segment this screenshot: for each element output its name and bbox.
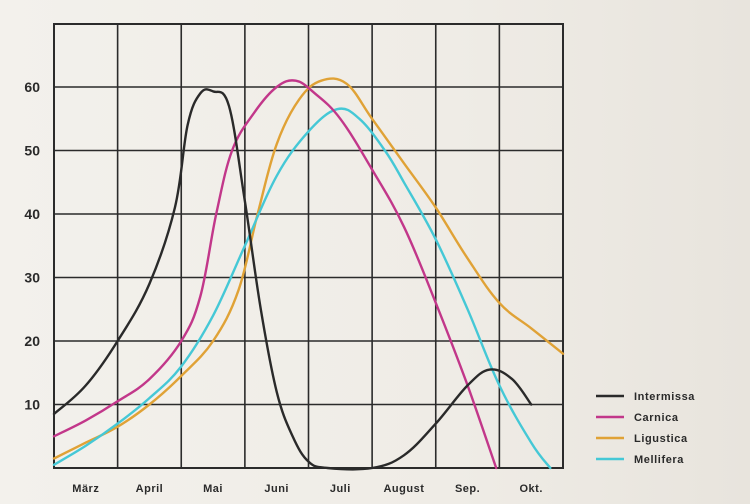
legend-label-ligustica: Ligustica xyxy=(634,433,688,445)
legend-label-intermissa: Intermissa xyxy=(634,391,695,403)
x-month-label: Juli xyxy=(330,483,351,495)
legend: Intermissa Carnica Ligustica Mellifera xyxy=(596,391,695,466)
x-month-label: Okt. xyxy=(519,483,542,495)
y-tick-label: 60 xyxy=(24,79,40,95)
y-tick-label: 30 xyxy=(24,270,40,286)
x-month-label: Juni xyxy=(264,483,289,495)
legend-label-mellifera: Mellifera xyxy=(634,454,684,466)
y-tick-label: 40 xyxy=(24,206,40,222)
y-tick-label: 20 xyxy=(24,333,40,349)
x-month-label: März xyxy=(72,483,99,495)
x-month-label: April xyxy=(136,483,164,495)
series-line-mellifera xyxy=(52,107,552,470)
y-tick-label: 50 xyxy=(24,143,40,159)
series-line-carnica xyxy=(52,79,498,470)
series-line-intermissa xyxy=(52,88,533,471)
grid xyxy=(53,23,564,469)
y-tick-label: 10 xyxy=(24,397,40,413)
legend-label-carnica: Carnica xyxy=(634,412,679,424)
y-axis-ticks: 10 20 30 40 50 60 xyxy=(24,79,40,413)
x-month-label: Sep. xyxy=(455,483,480,495)
series-line-ligustica xyxy=(52,77,565,460)
x-month-label: August xyxy=(383,483,424,495)
series-lines xyxy=(52,77,565,471)
x-month-label: Mai xyxy=(203,483,223,495)
x-axis-month-labels: März April Mai Juni Juli August Sep. Okt. xyxy=(72,483,542,495)
